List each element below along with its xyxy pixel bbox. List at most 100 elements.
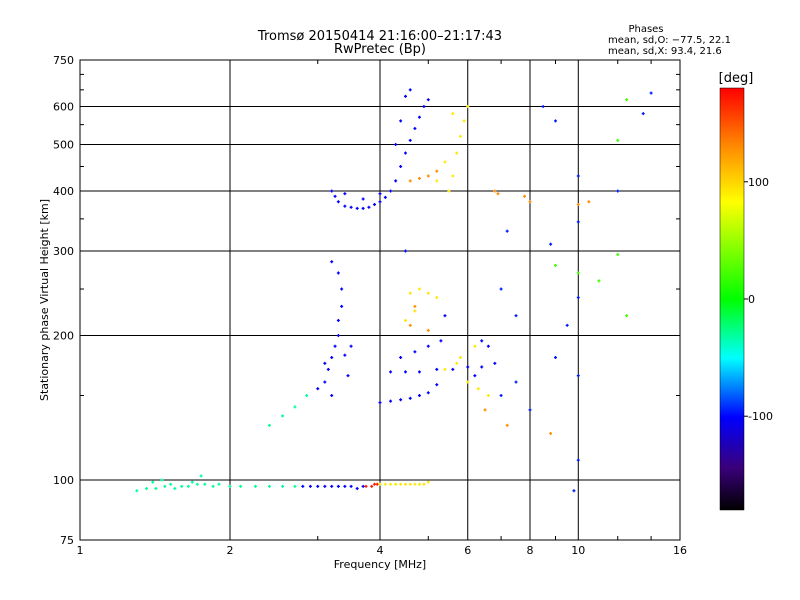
data-point bbox=[528, 200, 532, 204]
data-point bbox=[375, 482, 379, 486]
data-point bbox=[549, 242, 553, 246]
data-point bbox=[370, 484, 374, 488]
data-point bbox=[361, 206, 365, 210]
data-point bbox=[417, 394, 421, 398]
data-point bbox=[361, 484, 365, 488]
data-point bbox=[426, 291, 430, 295]
data-point bbox=[576, 374, 580, 378]
data-point bbox=[160, 478, 164, 482]
data-point bbox=[408, 323, 412, 327]
data-point bbox=[576, 174, 580, 178]
data-point bbox=[399, 355, 403, 359]
chart-title: Tromsø 20150414 21:16:00–21:17:43 bbox=[257, 29, 502, 44]
data-point bbox=[316, 387, 320, 391]
data-point bbox=[301, 484, 305, 488]
data-point bbox=[422, 482, 426, 486]
data-point bbox=[199, 474, 203, 478]
colorbar-label: [deg] bbox=[719, 71, 754, 86]
data-point bbox=[426, 391, 430, 395]
data-point bbox=[378, 192, 382, 196]
data-point bbox=[496, 192, 500, 196]
data-point bbox=[493, 189, 497, 193]
data-point bbox=[355, 206, 359, 210]
data-point bbox=[616, 189, 620, 193]
data-point bbox=[616, 253, 620, 257]
data-point bbox=[403, 318, 407, 322]
data-point bbox=[413, 309, 417, 313]
data-points bbox=[135, 88, 653, 493]
data-point bbox=[203, 482, 207, 486]
data-point bbox=[480, 339, 484, 343]
data-point bbox=[476, 387, 480, 391]
data-point bbox=[565, 323, 569, 327]
phases-line-o: mean, sd,O: −77.5, 22.1 bbox=[608, 35, 731, 46]
data-point bbox=[443, 314, 447, 318]
colorbar-ticks: 100 0 -100 bbox=[744, 176, 773, 423]
data-point bbox=[333, 194, 337, 198]
data-point bbox=[308, 484, 312, 488]
data-point bbox=[323, 380, 327, 384]
data-point bbox=[378, 482, 382, 486]
data-point bbox=[435, 383, 439, 387]
data-point bbox=[514, 314, 518, 318]
data-point bbox=[326, 367, 330, 371]
data-point bbox=[553, 119, 557, 123]
data-point bbox=[505, 423, 509, 427]
data-point bbox=[389, 399, 393, 403]
data-point bbox=[267, 423, 271, 427]
y-tick-label: 300 bbox=[53, 245, 74, 258]
data-point bbox=[426, 174, 430, 178]
data-point bbox=[451, 112, 455, 116]
data-point bbox=[576, 458, 580, 462]
x-tick-label: 4 bbox=[377, 544, 384, 557]
data-point bbox=[336, 334, 340, 338]
data-point bbox=[435, 169, 439, 173]
grid-lines bbox=[80, 60, 680, 540]
data-point bbox=[355, 487, 359, 491]
y-tick-label: 600 bbox=[53, 101, 74, 114]
data-point bbox=[336, 200, 340, 204]
y-axis-label: Stationary phase Virtual Height [km] bbox=[38, 199, 51, 401]
data-point bbox=[514, 380, 518, 384]
data-point bbox=[343, 204, 347, 208]
data-point bbox=[443, 367, 447, 371]
data-point bbox=[399, 482, 403, 486]
data-point bbox=[305, 394, 309, 398]
data-point bbox=[462, 119, 466, 123]
data-point bbox=[458, 134, 462, 138]
data-point bbox=[499, 394, 503, 398]
data-point bbox=[135, 489, 139, 493]
data-point bbox=[323, 361, 327, 365]
data-point bbox=[480, 365, 484, 369]
data-point bbox=[455, 151, 459, 155]
y-tick-label: 100 bbox=[53, 474, 74, 487]
chart-subtitle: RwPretec (Bp) bbox=[334, 42, 426, 57]
data-point bbox=[408, 138, 412, 142]
data-point bbox=[426, 328, 430, 332]
data-point bbox=[616, 138, 620, 142]
y-tick-label: 400 bbox=[53, 185, 74, 198]
data-point bbox=[587, 200, 591, 204]
colorbar-tick-label: 100 bbox=[748, 176, 769, 189]
data-point bbox=[169, 482, 173, 486]
data-point bbox=[293, 484, 297, 488]
data-point bbox=[323, 484, 327, 488]
data-point bbox=[349, 484, 353, 488]
y-tick-label: 750 bbox=[53, 54, 74, 67]
data-point bbox=[549, 432, 553, 436]
data-point bbox=[426, 480, 430, 484]
data-point bbox=[195, 482, 199, 486]
data-point bbox=[394, 482, 398, 486]
x-tick-label: 16 bbox=[673, 544, 687, 557]
data-point bbox=[394, 179, 398, 183]
colorbar-tick-label: -100 bbox=[748, 410, 773, 423]
data-point bbox=[473, 374, 477, 378]
data-point bbox=[649, 91, 653, 95]
data-point bbox=[383, 482, 387, 486]
data-point bbox=[451, 174, 455, 178]
data-point bbox=[625, 98, 629, 102]
data-point bbox=[253, 484, 257, 488]
data-point bbox=[281, 414, 285, 418]
data-point bbox=[383, 195, 387, 199]
